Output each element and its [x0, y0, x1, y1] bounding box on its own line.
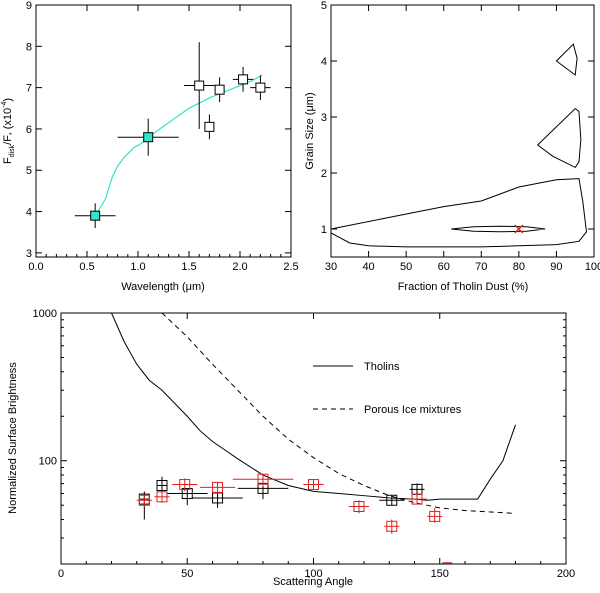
black-points-marker — [156, 479, 168, 491]
wavelength-model-curve-group — [94, 74, 263, 217]
tholin-x-axis-label: Fraction of Tholin Dust (%) — [398, 281, 529, 293]
scattering-x-tick-label: 150 — [431, 568, 449, 580]
wavelength-data-point — [90, 210, 101, 221]
wavelength-y-axis-label: Fdisk/F* (x10-4) — [1, 98, 16, 164]
grain-size-x-tick-label: 80 — [513, 261, 525, 273]
wavelength-y-tick-label: 4 — [26, 207, 32, 219]
scattering-x-tick-label: 50 — [181, 568, 193, 580]
red-points-marker — [212, 481, 224, 493]
grain-size-y-tick-label: 3 — [321, 112, 327, 124]
tholin-contours — [330, 43, 588, 248]
red-points-marker — [179, 479, 191, 491]
wavelength-data-point — [204, 121, 215, 132]
wavelength-x-tick-label: 1.5 — [181, 261, 196, 273]
wavelength-y-tick-label: 3 — [26, 248, 32, 260]
wavelength-data-point — [143, 132, 154, 143]
contour-line — [555, 43, 578, 76]
black-points-marker — [386, 494, 398, 506]
best-fit-marker — [514, 224, 524, 234]
grain-size-x-tick-label: 60 — [438, 261, 450, 273]
contour-line — [536, 107, 582, 169]
wavelength-data-point — [238, 74, 249, 85]
grain-size-plot-frame — [330, 4, 595, 258]
legend-tholins-label: Tholins — [364, 361, 400, 373]
grain-size-y-tick-label: 2 — [321, 168, 327, 180]
scattering-x-tick-label: 0 — [58, 568, 64, 580]
grain-size-y-tick-label: 5 — [321, 0, 327, 12]
wavelength-axis-ticks: 0.0 0.5 1.0 1.5 2.0 2.5 3 4 5 6 7 8 9 — [26, 0, 299, 273]
legend-porous-ice-label: Porous Ice mixtures — [364, 404, 462, 416]
grain-size-y-axis-label: Grain Size (μm) — [304, 92, 316, 169]
grain-size-x-tick-label: 70 — [475, 261, 487, 273]
red-points-marker — [156, 491, 168, 503]
wavelength-x-tick-label: 0.0 — [28, 261, 43, 273]
scattering-legend: Tholins Porous Ice mixtures — [313, 361, 462, 416]
wavelength-model-curve — [94, 74, 263, 217]
grain-size-x-tick-label: 90 — [550, 261, 562, 273]
tholins-curve — [111, 312, 516, 501]
wavelength-data-points — [74, 42, 271, 229]
red-points-marker — [353, 501, 365, 513]
wavelength-x-tick-label: 2.0 — [232, 261, 247, 273]
red-points-marker — [411, 493, 423, 505]
wavelength-y-tick-label: 8 — [26, 41, 32, 53]
grain-size-x-tick-label: 100 — [585, 261, 600, 273]
wavelength-x-tick-label: 2.5 — [283, 261, 298, 273]
wavelength-data-point — [255, 82, 266, 93]
grain-size-axis-ticks: 30 40 50 60 70 80 90 100 1 2 3 4 5 — [321, 0, 600, 273]
grain-size-x-tick-label: 30 — [325, 261, 337, 273]
grain-size-y-tick-label: 4 — [321, 56, 327, 68]
scattering-data-points — [136, 473, 453, 564]
wavelength-y-tick-label: 9 — [26, 0, 32, 12]
black-points-marker — [181, 488, 193, 500]
grain-size-panel: 30 40 50 60 70 80 90 100 1 2 3 4 5 Fraction of Tholi… — [304, 0, 600, 293]
scattering-x-axis-label: Scattering Angle — [273, 576, 353, 588]
wavelength-x-axis-label: Wavelength (μm) — [121, 281, 205, 293]
wavelength-y-tick-label: 7 — [26, 83, 32, 95]
wavelength-data-point — [194, 80, 205, 91]
scattering-axis-ticks: 0 50 100 150 200 100 1000 — [33, 308, 576, 580]
scattering-y-tick-label: 100 — [39, 456, 57, 468]
contour-line — [451, 225, 546, 233]
scattering-plot-frame — [60, 312, 567, 565]
wavelength-y-tick-label: 5 — [26, 165, 32, 177]
scattering-x-tick-label: 100 — [304, 568, 322, 580]
wavelength-x-tick-label: 0.5 — [79, 261, 94, 273]
scattering-panel: 0 50 100 150 200 100 1000 Tholins Porous Ice m… — [7, 308, 575, 588]
red-points-marker — [429, 510, 441, 522]
porous-ice-curve — [161, 312, 516, 514]
grain-size-y-tick-label: 1 — [321, 224, 327, 236]
scattering-y-tick-label: 1000 — [33, 308, 57, 320]
contour-line — [330, 178, 588, 248]
wavelength-data-point — [214, 84, 225, 95]
wavelength-plot-frame — [35, 4, 292, 258]
red-points-marker — [257, 473, 269, 485]
scattering-model-lines — [111, 312, 516, 514]
wavelength-panel: 0.0 0.5 1.0 1.5 2.0 2.5 3 4 5 6 7 8 9 Wavelength (μm… — [1, 0, 299, 293]
red-points-marker — [308, 479, 319, 491]
red-points-marker — [386, 520, 398, 532]
red-points-marker — [138, 494, 150, 506]
scattering-y-axis-label: Normalized Surface Brightness — [7, 362, 19, 514]
grain-size-x-tick-label: 50 — [400, 261, 412, 273]
grain-size-x-tick-label: 40 — [362, 261, 374, 273]
wavelength-y-tick-label: 6 — [26, 124, 32, 136]
scattering-x-tick-label: 200 — [557, 568, 575, 580]
wavelength-x-tick-label: 1.0 — [130, 261, 145, 273]
